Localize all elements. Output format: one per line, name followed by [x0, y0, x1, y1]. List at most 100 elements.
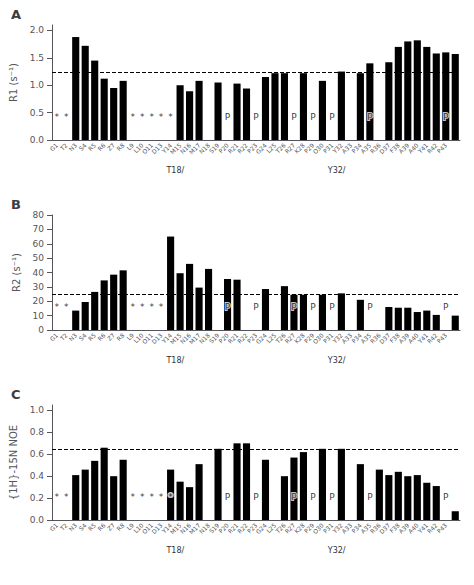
svg-text:50: 50 [33, 253, 45, 263]
svg-text:S19: S19 [207, 141, 221, 155]
svg-text:*: * [130, 492, 135, 502]
svg-text:B: B [11, 197, 21, 212]
svg-text:*: * [130, 112, 135, 122]
svg-text:*: * [159, 302, 164, 312]
svg-text:P: P [443, 492, 449, 502]
svg-text:R21: R21 [226, 141, 240, 155]
svg-text:D37: D37 [377, 331, 392, 346]
svg-text:P: P [310, 492, 316, 502]
svg-text:P: P [225, 112, 231, 122]
svg-text:R22: R22 [235, 141, 249, 155]
svg-text:*: * [140, 112, 145, 122]
svg-text:P: P [291, 302, 297, 312]
svg-text:T18/: T18/ [165, 166, 184, 175]
svg-text:*: * [140, 492, 145, 502]
svg-text:N18: N18 [197, 141, 211, 155]
svg-text:30: 30 [33, 282, 45, 292]
svg-text:D37: D37 [377, 521, 392, 536]
svg-text:M15: M15 [168, 331, 183, 346]
svg-text:R27: R27 [283, 141, 297, 155]
svg-text:1.0: 1.0 [30, 405, 45, 415]
svg-text:{1H}-15N NOE: {1H}-15N NOE [8, 425, 19, 500]
svg-text:G24: G24 [254, 141, 268, 156]
svg-text:0.0: 0.0 [30, 515, 45, 525]
svg-text:0.6: 0.6 [30, 449, 45, 459]
svg-text:0.2: 0.2 [30, 493, 44, 503]
svg-text:0.5: 0.5 [30, 108, 44, 118]
svg-text:P43: P43 [435, 521, 448, 534]
svg-text:*: * [54, 492, 59, 502]
svg-text:P23: P23 [245, 141, 259, 155]
svg-text:Y32/: Y32/ [327, 356, 346, 365]
svg-text:T18/: T18/ [165, 546, 184, 555]
svg-text:P: P [291, 492, 297, 502]
svg-text:*: * [168, 112, 173, 122]
svg-text:0: 0 [38, 325, 44, 335]
svg-text:M17: M17 [187, 331, 202, 346]
svg-text:O11: O11 [140, 521, 155, 536]
svg-text:60: 60 [33, 239, 45, 249]
svg-text:L10: L10 [131, 141, 145, 155]
svg-text:P: P [367, 112, 373, 122]
svg-text:P: P [310, 112, 316, 122]
svg-text:P: P [329, 302, 335, 312]
svg-text:P43: P43 [435, 331, 448, 344]
svg-text:O11: O11 [140, 141, 155, 156]
svg-text:1.0: 1.0 [30, 80, 45, 90]
svg-text:*: * [140, 302, 145, 312]
svg-text:*: * [64, 112, 69, 122]
svg-text:*: * [54, 112, 59, 122]
svg-text:P: P [367, 302, 373, 312]
svg-text:L25: L25 [264, 141, 278, 155]
svg-text:D37: D37 [377, 141, 392, 156]
svg-text:*: * [149, 112, 154, 122]
svg-text:P: P [253, 492, 259, 502]
svg-text:P: P [367, 492, 373, 502]
svg-text:P: P [225, 492, 231, 502]
svg-text:P: P [443, 302, 449, 312]
svg-text:P43: P43 [435, 141, 448, 154]
svg-text:P: P [310, 302, 316, 312]
svg-text:N16: N16 [178, 141, 193, 155]
svg-text:10: 10 [33, 311, 45, 321]
svg-text:T18/: T18/ [165, 356, 184, 365]
svg-text:70: 70 [33, 224, 45, 234]
svg-text:D13: D13 [150, 141, 164, 156]
svg-text:M15: M15 [168, 521, 183, 536]
svg-text:*: * [54, 302, 59, 312]
svg-text:M17: M17 [187, 521, 202, 536]
svg-text:P: P [253, 302, 259, 312]
svg-text:C: C [11, 387, 21, 402]
svg-text:P: P [329, 112, 335, 122]
svg-text:M15: M15 [168, 141, 183, 156]
svg-text:0.4: 0.4 [30, 471, 45, 481]
svg-text:Y14: Y14 [160, 141, 174, 155]
svg-text:*: * [159, 112, 164, 122]
svg-text:*: * [149, 302, 154, 312]
svg-text:Y32/: Y32/ [327, 546, 346, 555]
svg-text:1.5: 1.5 [30, 53, 44, 63]
svg-text:0.8: 0.8 [30, 427, 45, 437]
svg-text:O11: O11 [140, 331, 155, 346]
svg-text:0.0: 0.0 [30, 135, 45, 145]
svg-text:40: 40 [33, 268, 45, 278]
svg-text:2.0: 2.0 [30, 25, 45, 35]
svg-text:P: P [443, 112, 449, 122]
svg-text:*: * [149, 492, 154, 502]
svg-text:Y32/: Y32/ [327, 166, 346, 175]
svg-text:P: P [225, 302, 231, 312]
svg-text:R1 (s⁻¹): R1 (s⁻¹) [8, 63, 19, 102]
svg-text:R2 (s⁻¹): R2 (s⁻¹) [11, 253, 22, 292]
svg-text:*: * [168, 492, 173, 502]
svg-text:80: 80 [33, 210, 45, 220]
svg-text:A: A [11, 7, 21, 22]
svg-text:M17: M17 [187, 141, 202, 156]
svg-text:P: P [253, 112, 259, 122]
svg-text:*: * [64, 302, 69, 312]
svg-text:*: * [159, 492, 164, 502]
svg-text:*: * [64, 492, 69, 502]
svg-text:20: 20 [33, 296, 45, 306]
svg-text:*: * [130, 302, 135, 312]
svg-text:P: P [291, 112, 297, 122]
svg-text:P: P [329, 492, 335, 502]
